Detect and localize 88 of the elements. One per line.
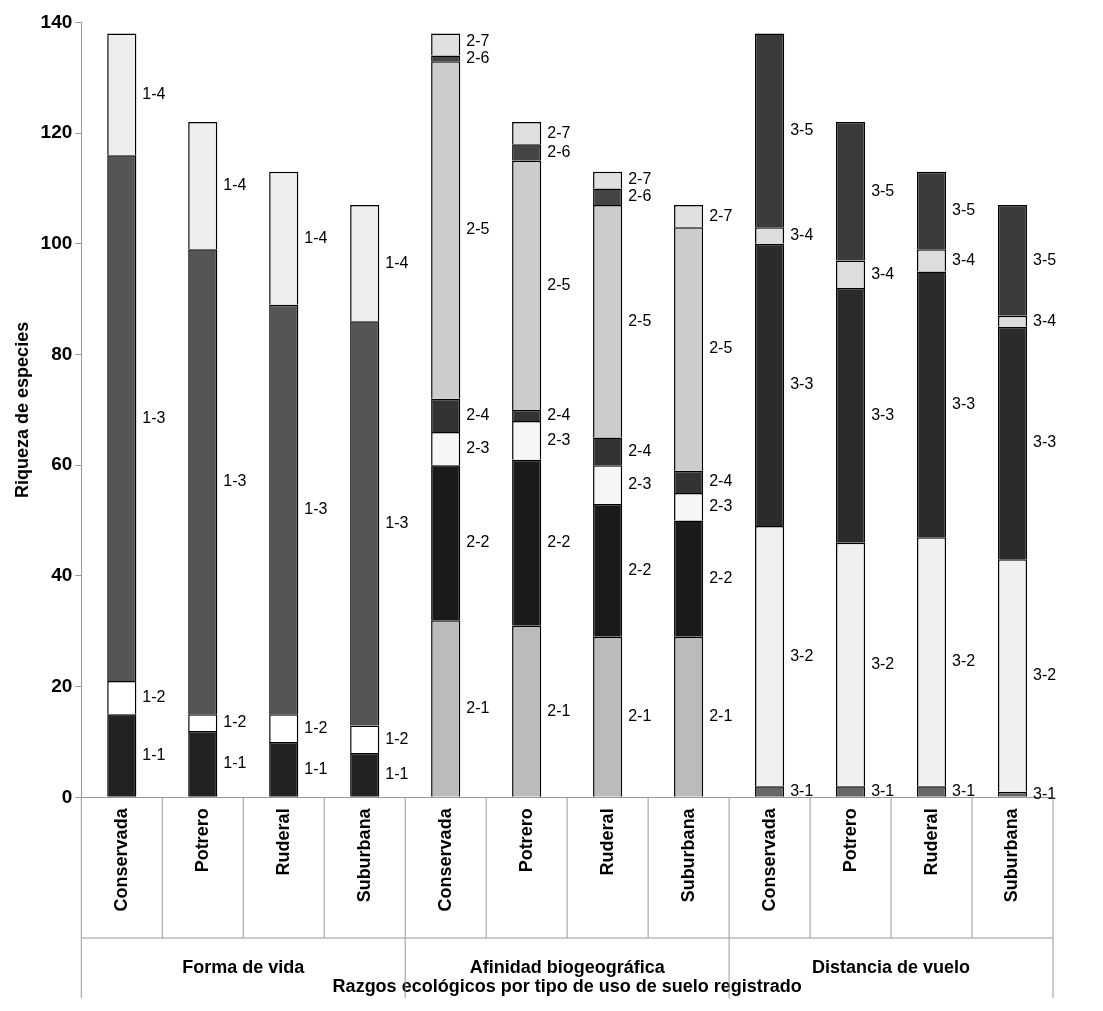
text: 3-2: [1033, 665, 1057, 683]
text: 2-3: [547, 430, 571, 448]
text: 1-1: [385, 765, 409, 783]
series-label: 2-1: [466, 698, 490, 716]
y-tick-label: 100: [40, 232, 73, 254]
x-tick-label: Potrero: [839, 808, 860, 873]
text: 3-5: [952, 201, 976, 219]
text: 1-3: [223, 472, 247, 490]
series-label: 3-1: [790, 781, 814, 799]
text: 3-1: [952, 781, 976, 799]
text: 1-2: [385, 729, 409, 747]
series-label: 1-4: [142, 84, 166, 102]
text: 3-5: [1033, 250, 1057, 268]
text: 2-1: [628, 707, 652, 725]
text: 2-2: [628, 560, 652, 578]
text: 1-1: [304, 759, 328, 777]
x-tick-label: Ruderal: [596, 808, 617, 876]
text: 1-4: [223, 176, 247, 194]
y-tick-label: 0: [61, 785, 73, 807]
x-axis-title: Razgos ecológicos por tipo de uso de suelo registrado: [332, 976, 802, 997]
x-tick-label: Ruderal: [272, 808, 293, 876]
y-tick-label: 60: [51, 453, 73, 475]
text: 1-3: [385, 513, 409, 531]
series-label: 3-4: [790, 225, 814, 243]
x-tick-label: Conservada: [758, 807, 779, 912]
text: 3-2: [952, 652, 976, 670]
text: 2-7: [709, 206, 733, 224]
series-label: 3-2: [790, 646, 814, 664]
text: 3-3: [871, 405, 895, 423]
text: 2-4: [547, 405, 571, 423]
text: 2-5: [709, 339, 733, 357]
x-tick-label: Suburbana: [353, 807, 374, 903]
text: 3-1: [871, 781, 895, 799]
text: 3-3: [952, 394, 976, 412]
series-label: 2-7: [466, 31, 490, 49]
text: 1-2: [304, 718, 328, 736]
text: Forma de vida: [182, 956, 306, 977]
x-tick-label: Conservada: [110, 807, 131, 912]
series-label: 3-3: [790, 375, 814, 393]
text: 2-7: [547, 123, 571, 141]
text: 1-4: [385, 253, 409, 271]
y-tick-label: 20: [51, 674, 73, 696]
text: 2-7: [628, 170, 652, 188]
text: 2-3: [628, 475, 652, 493]
series-label: 1-2: [142, 688, 166, 706]
series-label: 3-5: [790, 120, 814, 138]
text: 2-6: [628, 187, 652, 205]
text: 2-5: [628, 311, 652, 329]
series-label: 2-4: [466, 405, 490, 423]
series-label: 1-1: [142, 746, 166, 763]
text: 2-1: [709, 707, 733, 725]
text: 2-2: [547, 533, 571, 551]
text: 2-2: [709, 569, 733, 587]
text: 3-3: [1033, 433, 1057, 451]
y-axis-title: Riqueza de especies: [11, 321, 32, 498]
text: 3-4: [1033, 311, 1057, 329]
x-tick-label: Potrero: [515, 808, 536, 873]
x-tick-label: Suburbana: [1001, 807, 1022, 903]
text: Distancia de vuelo: [812, 956, 971, 977]
series-label: 2-5: [466, 220, 490, 238]
text: Afinidad biogeográfica: [469, 956, 666, 977]
text: 2-5: [547, 275, 571, 293]
y-tick-label: 80: [51, 342, 73, 364]
y-tick-label: 140: [40, 10, 73, 32]
series-label: 1-3: [142, 408, 166, 426]
x-tick-label: Conservada: [434, 807, 455, 912]
y-tick-label: 120: [40, 121, 73, 143]
text: 2-6: [547, 142, 571, 160]
text: 1-3: [304, 499, 328, 517]
y-tick-label: 40: [51, 564, 73, 586]
series-label: 2-2: [466, 533, 490, 551]
series-label: 2-6: [466, 48, 490, 66]
text: 1-4: [304, 228, 328, 246]
x-tick-label: Ruderal: [920, 808, 941, 876]
x-tick-label: Suburbana: [677, 807, 698, 903]
text: 3-2: [871, 654, 895, 672]
x-tick-label: Potrero: [191, 808, 212, 873]
text: 2-4: [709, 472, 733, 490]
text: 1-1: [223, 754, 247, 772]
text: 3-4: [871, 264, 895, 282]
text: 2-3: [709, 497, 733, 515]
text: 3-1: [1033, 784, 1057, 802]
series-label: 2-3: [466, 439, 490, 457]
text: 1-2: [223, 713, 247, 731]
text: 2-4: [628, 441, 652, 459]
text: 3-5: [871, 181, 895, 199]
text: 3-4: [952, 250, 976, 268]
text: 2-1: [547, 701, 571, 719]
